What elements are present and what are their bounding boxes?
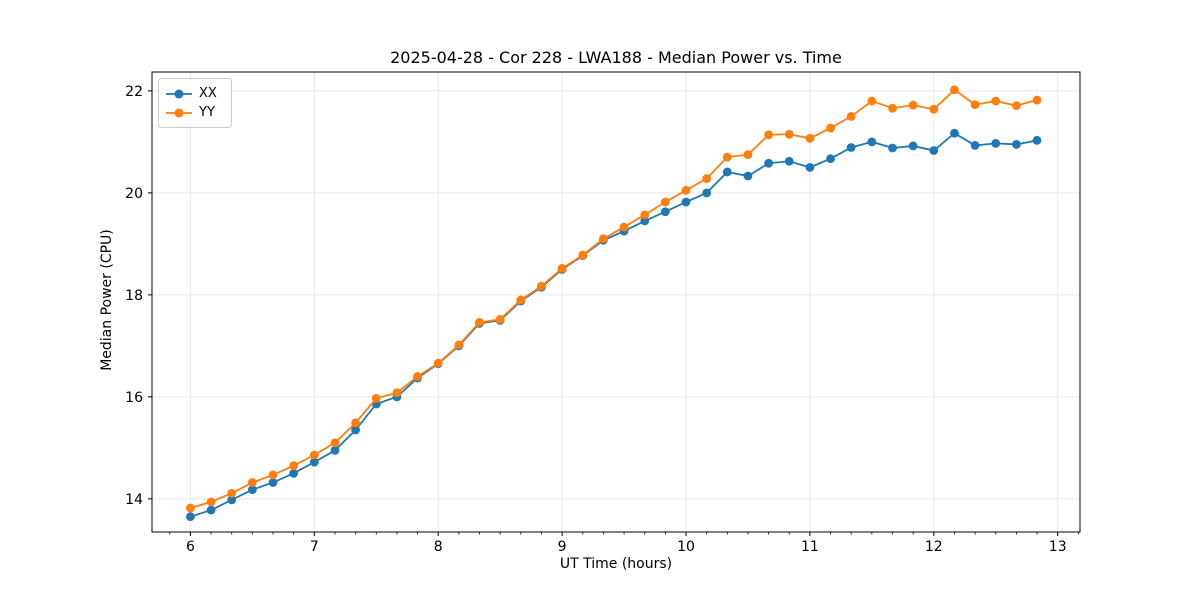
x-tick-label: 12 (925, 539, 943, 555)
x-axis-label: UT Time (hours) (559, 556, 673, 572)
data-point-yy (660, 197, 670, 207)
data-point-yy (826, 123, 835, 133)
y-tick-label: 16 (125, 390, 143, 406)
data-point-xx (1032, 135, 1042, 145)
data-point-xx (351, 425, 360, 435)
legend-label-xx: XX (199, 86, 217, 101)
data-point-yy (1032, 95, 1042, 105)
axes-frame (151, 71, 1081, 533)
data-point-xx (681, 197, 691, 207)
data-point-yy (495, 314, 505, 324)
data-point-xx (247, 485, 257, 495)
y-tick-label: 14 (125, 492, 143, 508)
y-tick-label: 22 (125, 84, 143, 100)
data-point-xx (826, 154, 835, 164)
legend-entry-yy: YY (166, 103, 223, 122)
x-tick-label: 9 (558, 539, 567, 555)
data-point-yy (764, 130, 774, 140)
data-point-xx (764, 158, 774, 168)
data-point-yy (743, 150, 753, 160)
x-tick-label: 13 (1049, 539, 1067, 555)
data-point-xx (309, 457, 319, 467)
data-point-xx (929, 146, 939, 155)
data-point-xx (268, 478, 278, 487)
data-point-yy (351, 418, 360, 428)
data-point-xx (846, 143, 856, 152)
data-point-yy (805, 133, 815, 143)
x-tick-label: 7 (310, 539, 319, 555)
y-axis-label: Median Power (CPU) (99, 229, 115, 371)
data-point-yy (289, 461, 299, 471)
x-tick-label: 11 (801, 539, 819, 555)
data-point-yy (227, 488, 237, 498)
data-point-yy (1012, 101, 1021, 111)
data-point-yy (557, 263, 567, 273)
data-point-yy (247, 478, 257, 487)
data-point-yy (330, 438, 340, 448)
data-point-yy (516, 295, 526, 305)
data-point-xx (991, 138, 1001, 148)
data-point-xx (186, 512, 195, 522)
data-point-xx (950, 128, 959, 138)
series-line-yy (190, 88, 1038, 509)
legend: XX YY (158, 78, 232, 128)
data-point-yy (929, 104, 939, 114)
data-point-yy (888, 103, 897, 113)
data-point-yy (640, 210, 650, 220)
y-tick-label: 18 (125, 288, 143, 304)
chart-title: 2025-04-28 - Cor 228 - LWA188 - Median P… (390, 48, 842, 67)
data-point-xx (660, 207, 670, 217)
data-point-xx (970, 141, 980, 150)
data-point-yy (950, 85, 959, 95)
data-point-yy (186, 503, 195, 513)
data-point-yy (454, 340, 464, 350)
data-point-yy (867, 96, 877, 106)
data-point-xx (1012, 140, 1021, 149)
data-point-yy (578, 250, 588, 260)
data-point-xx (227, 495, 237, 505)
data-point-yy (268, 470, 278, 480)
data-point-xx (908, 141, 918, 151)
data-point-yy (619, 222, 629, 232)
data-point-xx (722, 167, 732, 177)
xx-line-sample-icon (166, 89, 192, 98)
data-point-yy (681, 185, 691, 195)
data-point-yy (702, 174, 712, 183)
data-point-xx (330, 446, 340, 455)
data-point-yy (475, 317, 484, 327)
yy-line-sample-icon (166, 108, 192, 117)
data-point-xx (784, 156, 794, 166)
data-point-xx (867, 137, 877, 147)
x-tick-label: 8 (434, 539, 443, 555)
x-tick-label: 6 (186, 539, 195, 555)
data-point-yy (784, 129, 794, 139)
data-point-yy (206, 497, 216, 507)
data-point-xx (640, 216, 650, 226)
data-point-yy (970, 100, 980, 110)
data-point-yy (371, 393, 381, 403)
data-point-xx (702, 188, 712, 198)
data-point-xx (888, 143, 897, 153)
data-point-yy (722, 152, 732, 162)
legend-entry-xx: XX (166, 84, 223, 103)
data-point-yy (392, 388, 402, 398)
plot-area: 6 7 8 9 10 11 12 13 14 16 18 20 22 (125, 71, 1081, 555)
data-point-yy (991, 96, 1001, 106)
data-point-yy (413, 372, 422, 381)
data-point-yy (598, 234, 608, 244)
data-point-yy (537, 281, 546, 291)
data-point-xx (289, 468, 299, 478)
data-point-xx (743, 171, 753, 181)
data-point-yy (908, 100, 918, 110)
data-point-xx (805, 162, 815, 172)
y-tick-label: 20 (125, 186, 143, 202)
data-point-xx (206, 505, 216, 515)
legend-label-yy: YY (199, 105, 215, 120)
data-point-yy (433, 358, 443, 368)
data-point-yy (846, 111, 856, 121)
x-tick-label: 10 (677, 539, 695, 555)
data-point-yy (309, 450, 319, 460)
